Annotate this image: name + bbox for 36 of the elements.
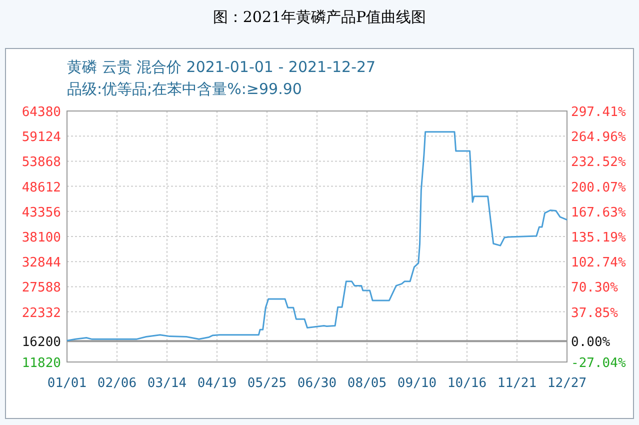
line-series: [66, 131, 568, 342]
x-tick-label: 12/27: [547, 376, 587, 391]
y2-tick-label: 102.74%: [571, 256, 626, 271]
y2-tick-label: 135.19%: [571, 230, 626, 246]
x-tick-label: 02/06: [97, 376, 137, 391]
y-tick-label: 32844: [22, 256, 62, 271]
y-tick-label: 27588: [22, 280, 61, 296]
y-tick-label: 38100: [22, 230, 61, 246]
chart-title: 图：2021年黄磷产品P值曲线图: [212, 8, 426, 26]
x-tick-label: 01/01: [47, 376, 87, 391]
x-tick-label: 04/19: [197, 376, 237, 391]
y2-tick-label: 264.96%: [571, 130, 626, 146]
y-tick-label: 43356: [22, 205, 61, 220]
y-tick-label: 11820: [22, 356, 61, 371]
x-tick-label: 11/21: [497, 376, 537, 391]
y-tick-label: 64380: [22, 105, 61, 120]
y2-tick-label: 37.85%: [571, 306, 618, 321]
y-tick-label: 22332: [22, 306, 61, 321]
x-tick-label: 09/10: [397, 376, 437, 391]
y-tick-label: 53868: [22, 155, 61, 170]
x-tick-label: 10/16: [447, 376, 487, 391]
y2-tick-label: -27.04%: [571, 356, 626, 371]
y-tick-label: 16200: [22, 335, 61, 350]
x-tick-label: 06/30: [297, 376, 337, 391]
y2-tick-label: 70.30%: [571, 280, 618, 296]
x-tick-label: 03/14: [147, 376, 187, 391]
y-tick-label: 48612: [22, 180, 61, 196]
x-tick-label: 08/05: [347, 376, 387, 391]
y-tick-label: 59124: [22, 130, 62, 146]
chart-subtitle: 黄磷 云贵 混合价 2021-01-01 - 2021-12-27 品级:优等品;在苯中含量%:≥99.90: [67, 58, 376, 98]
y2-tick-label: 0.00%: [571, 335, 610, 350]
y2-tick-label: 232.52%: [571, 155, 626, 170]
x-tick-label: 05/25: [247, 376, 287, 391]
y2-tick-label: 297.41%: [571, 105, 626, 120]
y2-tick-label: 167.63%: [571, 205, 626, 220]
y2-tick-label: 200.07%: [571, 180, 626, 196]
